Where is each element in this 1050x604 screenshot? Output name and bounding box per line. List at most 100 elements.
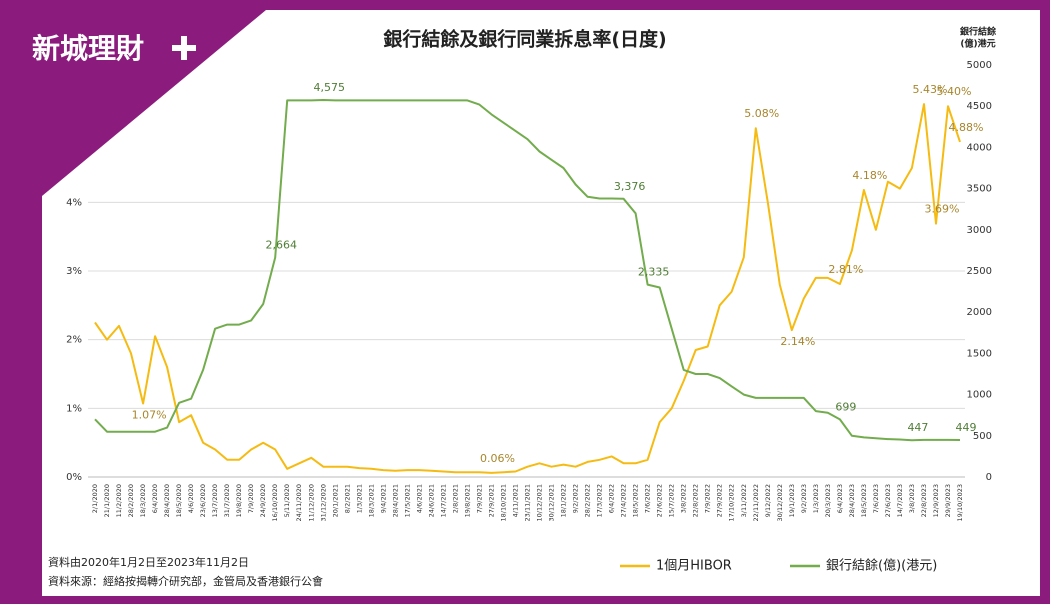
x-tick-label: 12/9/2023 <box>932 484 940 517</box>
x-tick-label: 18/1/2022 <box>560 484 568 517</box>
x-tick-label: 31/12/2020 <box>319 484 327 521</box>
x-tick-label: 3/11/2022 <box>740 484 748 517</box>
y-tick-label: 4% <box>66 197 82 208</box>
x-tick-label: 28/4/2020 <box>163 484 171 517</box>
x-tick-label: 28/4/2023 <box>848 484 856 517</box>
x-tick-label: 17/3/2022 <box>596 484 604 517</box>
x-tick-label: 17/5/2021 <box>403 484 411 517</box>
x-tick-label: 22/11/2022 <box>752 484 760 521</box>
legend-label: 1個月HIBOR <box>656 559 732 574</box>
x-tick-label: 9/2/2022 <box>572 484 580 513</box>
x-tick-label: 2/8/2021 <box>451 484 459 513</box>
chart-title: 銀行結餘及銀行同業拆息率(日度) <box>383 28 666 51</box>
x-tick-label: 7/6/2023 <box>872 484 880 513</box>
x-tick-label: 7/9/2021 <box>475 484 483 513</box>
x-tick-label: 31/7/2020 <box>223 484 231 517</box>
y2-title: (億)港元 <box>960 38 995 50</box>
data-label: 2.81% <box>828 263 863 276</box>
x-tick-label: 24/9/2020 <box>259 484 267 517</box>
x-tick-label: 13/7/2020 <box>211 484 219 517</box>
logo-icon <box>172 36 196 60</box>
y-tick-label: 2% <box>66 335 82 346</box>
x-tick-label: 9/12/2022 <box>764 484 772 517</box>
x-tick-label: 18/5/2023 <box>860 484 868 517</box>
data-label: 1.07% <box>132 409 167 422</box>
y-tick-label: 1% <box>66 403 82 414</box>
x-tick-label: 23/6/2020 <box>199 484 207 517</box>
y2-tick-label: 1500 <box>967 348 992 359</box>
x-tick-label: 28/4/2021 <box>391 484 399 517</box>
x-tick-label: 17/10/2022 <box>728 484 736 521</box>
x-tick-label: 24/11/2020 <box>295 484 303 521</box>
x-tick-label: 30/12/2022 <box>776 484 784 521</box>
x-tick-label: 1/3/2021 <box>355 484 363 513</box>
y2-tick-label: 5000 <box>967 60 992 71</box>
x-tick-label: 14/7/2023 <box>896 484 904 517</box>
x-tick-label: 18/10/2021 <box>499 484 507 521</box>
x-tick-label: 21/1/2020 <box>103 484 111 517</box>
y2-title: 銀行結餘 <box>960 26 997 38</box>
panel <box>42 10 1040 596</box>
x-tick-label: 6/4/2020 <box>151 484 159 513</box>
data-label: 5.43% <box>912 83 947 96</box>
x-tick-label: 27/4/2022 <box>620 484 628 517</box>
x-tick-label: 24/6/2021 <box>427 484 435 517</box>
x-tick-label: 28/2/2020 <box>127 484 135 517</box>
x-tick-label: 7/9/2020 <box>247 484 255 513</box>
x-tick-label: 19/8/2020 <box>235 484 243 517</box>
x-tick-label: 11/2/2020 <box>115 484 123 517</box>
x-tick-label: 18/5/2020 <box>175 484 183 517</box>
x-tick-label: 28/2/2022 <box>584 484 592 517</box>
y2-tick-label: 1000 <box>967 390 992 401</box>
x-tick-label: 19/8/2021 <box>463 484 471 517</box>
series-line <box>94 103 961 474</box>
x-tick-label: 1/3/2023 <box>812 484 820 513</box>
x-tick-label: 3/8/2022 <box>680 484 688 513</box>
note: 資料來源：經絡按揭轉介研究部，金管局及香港銀行公會 <box>48 574 323 588</box>
x-tick-label: 15/7/2022 <box>668 484 676 517</box>
x-tick-label: 6/4/2023 <box>836 484 844 513</box>
x-tick-label: 16/10/2020 <box>271 484 279 521</box>
x-tick-label: 22/8/2023 <box>920 484 928 517</box>
x-tick-label: 3/8/2023 <box>908 484 916 513</box>
logo: 新城理財 <box>32 32 144 65</box>
x-tick-label: 18/3/2021 <box>367 484 375 517</box>
x-tick-label: 7/9/2022 <box>704 484 712 513</box>
data-label: 447 <box>907 421 928 434</box>
y2-tick-label: 2500 <box>967 266 992 277</box>
series-line <box>94 99 961 442</box>
data-label: 4.18% <box>852 169 887 182</box>
data-label: 5.40% <box>937 85 972 98</box>
x-tick-label: 29/9/2023 <box>944 484 952 517</box>
x-tick-label: 19/10/2023 <box>956 484 964 521</box>
x-tick-label: 20/1/2021 <box>331 484 339 517</box>
x-tick-label: 7/6/2022 <box>644 484 652 513</box>
data-label: 2,335 <box>638 266 670 279</box>
data-label: 449 <box>956 421 977 434</box>
x-tick-label: 11/12/2020 <box>307 484 315 521</box>
x-tick-label: 27/9/2021 <box>487 484 495 517</box>
data-label: 2,664 <box>265 238 297 251</box>
data-label: 3.69% <box>924 203 959 216</box>
data-label: 3,376 <box>614 180 646 193</box>
x-tick-label: 20/3/2023 <box>824 484 832 517</box>
x-tick-label: 9/2/2023 <box>800 484 808 513</box>
y-tick-label: 3% <box>66 266 82 277</box>
x-tick-label: 10/12/2021 <box>536 484 544 521</box>
y2-tick-label: 3500 <box>967 184 992 195</box>
x-tick-label: 4/6/2020 <box>187 484 195 513</box>
x-tick-label: 8/2/2021 <box>343 484 351 513</box>
data-label: 4.88% <box>949 121 984 134</box>
y2-tick-label: 2000 <box>967 307 992 318</box>
data-label: 4,575 <box>314 81 346 94</box>
note: 資料由2020年1月2日至2023年11月2日 <box>48 555 249 569</box>
y-tick-label: 0% <box>66 472 82 483</box>
x-tick-label: 23/11/2021 <box>524 484 532 521</box>
x-tick-label: 4/6/2021 <box>415 484 423 513</box>
x-tick-label: 2/1/2020 <box>91 484 99 513</box>
x-tick-label: 27/6/2022 <box>656 484 664 517</box>
y2-tick-label: 0 <box>986 472 992 483</box>
x-tick-label: 30/12/2021 <box>548 484 556 521</box>
x-tick-label: 6/4/2022 <box>608 484 616 513</box>
data-label: 699 <box>835 400 856 413</box>
